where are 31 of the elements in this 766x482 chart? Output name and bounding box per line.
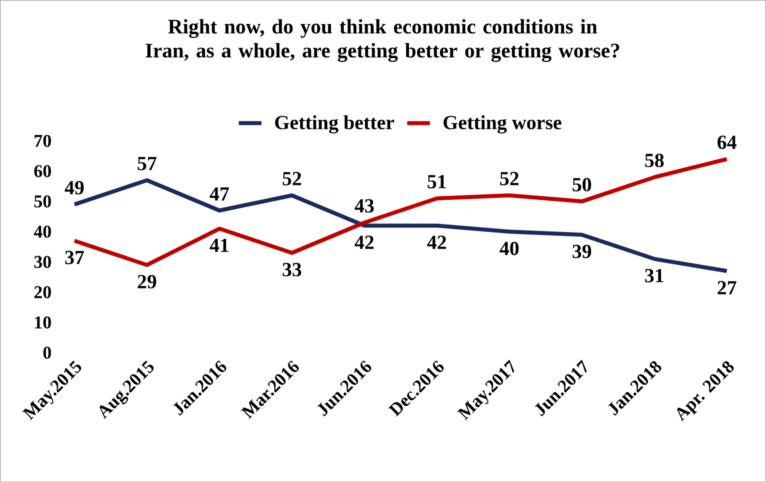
legend-label: Getting worse bbox=[444, 115, 562, 134]
data-label: 41 bbox=[210, 238, 228, 252]
data-label: 49 bbox=[64, 180, 84, 194]
data-label: 31 bbox=[645, 268, 664, 282]
data-label: 33 bbox=[282, 262, 302, 276]
data-label: 51 bbox=[428, 174, 446, 188]
y-tick-label: 60 bbox=[34, 164, 51, 178]
data-label: 29 bbox=[138, 274, 156, 288]
y-tick-label: 20 bbox=[34, 286, 51, 298]
data-label: 47 bbox=[210, 187, 229, 200]
data-label: 37 bbox=[65, 250, 84, 264]
data-label: 40 bbox=[500, 242, 519, 256]
data-label: 27 bbox=[718, 280, 736, 294]
y-tick-label: 40 bbox=[34, 225, 51, 238]
y-tick-label: 0 bbox=[43, 346, 51, 359]
y-tick-label: 70 bbox=[34, 134, 51, 147]
data-label: 58 bbox=[645, 154, 664, 168]
data-label: 50 bbox=[572, 178, 592, 192]
data-label: 52 bbox=[282, 172, 302, 186]
data-label: 64 bbox=[718, 135, 736, 149]
data-label: 42 bbox=[427, 236, 446, 249]
y-tick-label: 30 bbox=[34, 256, 51, 268]
data-label: 52 bbox=[500, 172, 519, 186]
legend-label: Getting better bbox=[275, 115, 394, 134]
data-label: 42 bbox=[354, 236, 374, 249]
data-label: 57 bbox=[138, 156, 156, 170]
y-tick-label: 50 bbox=[34, 195, 51, 208]
data-label: 39 bbox=[572, 244, 592, 258]
y-tick-label: 10 bbox=[35, 316, 51, 328]
chart-title: Right now, do you think economic conditions in Iran, as a whole, are getting better or getting worse? bbox=[146, 18, 620, 62]
data-label: 43 bbox=[354, 199, 374, 212]
